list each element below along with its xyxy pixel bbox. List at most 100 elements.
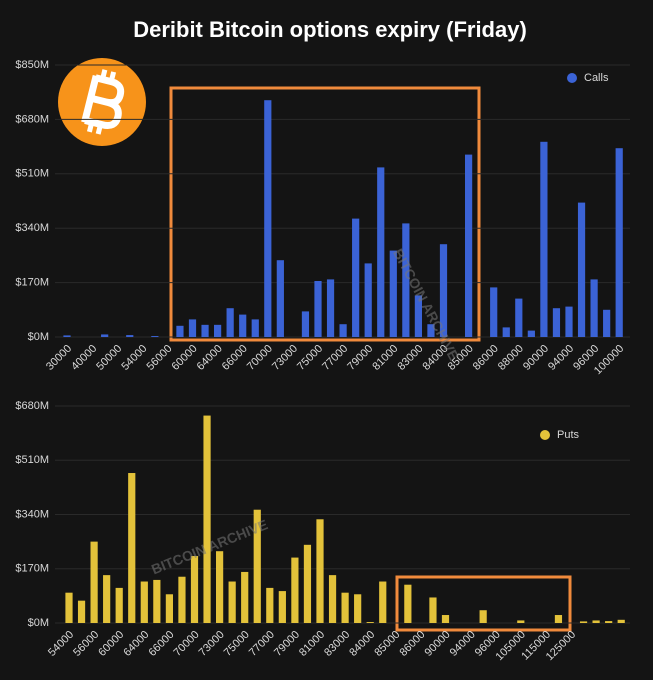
y-tick-label: $170M bbox=[15, 277, 49, 289]
bar bbox=[326, 279, 335, 337]
bar bbox=[515, 298, 523, 337]
bar bbox=[226, 308, 234, 337]
bar bbox=[90, 541, 98, 623]
bar bbox=[617, 619, 625, 623]
bar bbox=[251, 319, 259, 337]
bar bbox=[153, 579, 161, 623]
bar bbox=[439, 244, 448, 337]
bar bbox=[502, 327, 510, 337]
bar bbox=[414, 295, 422, 337]
bar bbox=[151, 336, 159, 337]
y-tick-label: $170M bbox=[15, 563, 49, 575]
bitcoin-logo bbox=[58, 58, 146, 146]
highlight-box bbox=[169, 86, 481, 342]
bar bbox=[228, 581, 236, 623]
bar bbox=[216, 551, 224, 623]
bar bbox=[577, 202, 586, 337]
bar bbox=[389, 250, 397, 337]
bar bbox=[301, 311, 310, 337]
bar bbox=[441, 615, 450, 623]
watermark: BITCOIN ARCHIVE bbox=[390, 246, 462, 363]
bar bbox=[592, 620, 600, 623]
legend-label: Puts bbox=[557, 429, 580, 441]
bar bbox=[128, 473, 136, 623]
bar bbox=[479, 610, 487, 623]
x-tick-label: 54000 bbox=[119, 343, 149, 373]
x-tick-label: 60000 bbox=[96, 629, 126, 659]
chart-title: Deribit Bitcoin options expiry (Friday) bbox=[133, 17, 527, 42]
y-tick-label: $510M bbox=[15, 454, 49, 466]
bar bbox=[402, 223, 410, 337]
x-tick-label: 85000 bbox=[372, 629, 402, 659]
x-tick-label: 83000 bbox=[395, 343, 425, 373]
bar bbox=[377, 167, 385, 337]
bar bbox=[239, 314, 247, 337]
x-tick-label: 90000 bbox=[521, 343, 551, 373]
x-tick-label: 94000 bbox=[448, 629, 478, 659]
bar bbox=[517, 620, 525, 623]
bar bbox=[266, 587, 274, 623]
x-tick-label: 70000 bbox=[245, 343, 275, 373]
bar bbox=[101, 334, 109, 337]
y-tick-label: $680M bbox=[15, 400, 49, 412]
bar bbox=[579, 621, 588, 623]
x-tick-label: 73000 bbox=[197, 629, 227, 659]
bar bbox=[188, 319, 197, 337]
bar bbox=[590, 279, 598, 337]
bar bbox=[203, 415, 211, 623]
x-tick-label: 79000 bbox=[272, 629, 302, 659]
bar bbox=[291, 557, 299, 623]
y-tick-label: $680M bbox=[15, 113, 49, 125]
bar bbox=[278, 591, 286, 623]
bar bbox=[615, 148, 623, 337]
bar bbox=[354, 594, 362, 623]
legend-swatch bbox=[567, 73, 577, 83]
bar bbox=[77, 600, 86, 623]
x-tick-label: 75000 bbox=[295, 343, 325, 373]
x-tick-label: 84000 bbox=[347, 629, 377, 659]
bar bbox=[341, 592, 349, 623]
x-tick-label: 30000 bbox=[44, 343, 74, 373]
bar bbox=[552, 308, 561, 337]
bar bbox=[316, 519, 324, 623]
x-tick-label: 66000 bbox=[146, 629, 176, 659]
bar bbox=[65, 592, 73, 623]
bar bbox=[404, 584, 412, 623]
bar bbox=[366, 622, 374, 623]
bar bbox=[554, 615, 563, 623]
bar bbox=[63, 335, 71, 337]
bar bbox=[126, 335, 134, 337]
bar bbox=[176, 325, 184, 337]
x-tick-label: 90000 bbox=[423, 629, 453, 659]
x-tick-label: 60000 bbox=[170, 343, 200, 373]
bar bbox=[379, 581, 387, 623]
bar bbox=[190, 555, 199, 623]
bar bbox=[140, 581, 148, 623]
bar bbox=[540, 141, 548, 337]
bar bbox=[165, 594, 173, 623]
x-tick-label: 77000 bbox=[320, 343, 350, 373]
x-tick-label: 83000 bbox=[322, 629, 352, 659]
bar bbox=[253, 509, 261, 623]
x-tick-label: 40000 bbox=[69, 343, 99, 373]
y-tick-label: $0M bbox=[28, 331, 49, 343]
x-tick-label: 73000 bbox=[270, 343, 300, 373]
y-tick-label: $340M bbox=[15, 508, 49, 520]
bar bbox=[364, 263, 372, 337]
bar bbox=[429, 597, 437, 623]
x-tick-label: 81000 bbox=[370, 343, 400, 373]
bar bbox=[201, 324, 209, 337]
highlight-box bbox=[395, 575, 572, 632]
bar bbox=[103, 575, 111, 623]
bar bbox=[427, 324, 435, 337]
x-tick-label: 56000 bbox=[71, 629, 101, 659]
legend: Calls bbox=[567, 72, 609, 84]
bar bbox=[276, 260, 284, 337]
bar bbox=[352, 218, 360, 337]
legend-label: Calls bbox=[584, 72, 609, 84]
y-tick-label: $340M bbox=[15, 222, 49, 234]
bar bbox=[527, 330, 535, 337]
x-tick-label: 86000 bbox=[397, 629, 427, 659]
x-tick-label: 88000 bbox=[496, 343, 526, 373]
